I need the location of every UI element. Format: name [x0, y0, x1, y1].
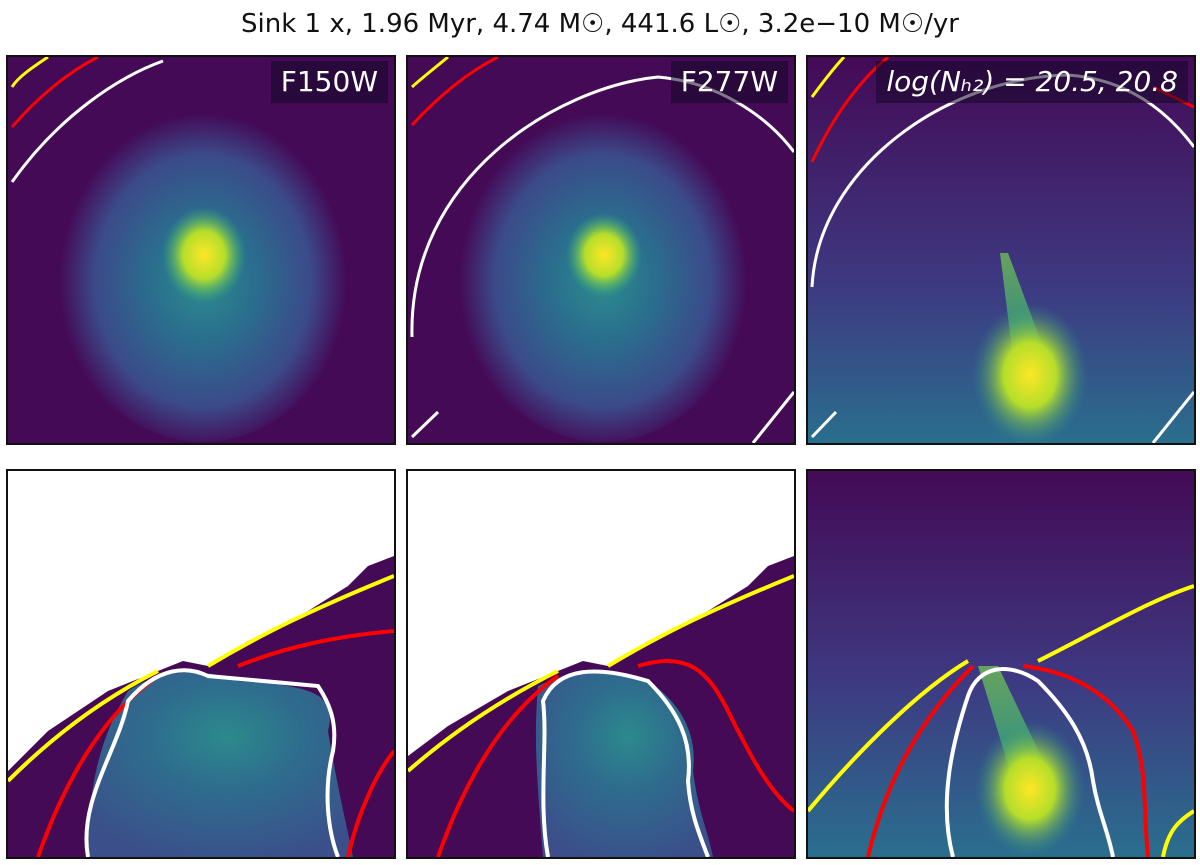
filter-label-f150w: F150W: [270, 61, 388, 103]
column-density-label: log(Nₕ₂) = 20.5, 20.8: [876, 61, 1188, 103]
panel-column-density-top: log(Nₕ₂) = 20.5, 20.8: [806, 55, 1196, 445]
panel-f150w-top-image: [8, 57, 394, 443]
panel-f150w-top: F150W: [6, 55, 396, 445]
panel-column-density-top-image: [808, 57, 1194, 443]
panel-column-density-bottom-image: [808, 471, 1194, 857]
figure-title: Sink 1 x, 1.96 Myr, 4.74 M☉, 441.6 L☉, 3…: [241, 9, 959, 39]
panel-f150w-bottom-image: [8, 471, 394, 857]
panel-f277w-top: F277W: [406, 55, 796, 445]
panel-column-density-bottom: [806, 469, 1196, 859]
panel-f277w-top-image: [408, 57, 794, 443]
column-density-formula: log(Nₕ₂) = 20.5, 20.8: [886, 65, 1178, 98]
panel-f150w-bottom: [6, 469, 396, 859]
panel-f277w-bottom: [406, 469, 796, 859]
panel-f277w-bottom-image: [408, 471, 794, 857]
filter-label-f277w: F277W: [670, 61, 788, 103]
